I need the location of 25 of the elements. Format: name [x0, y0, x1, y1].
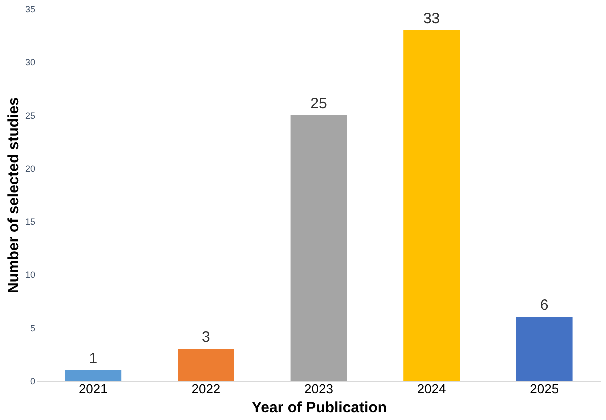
y-axis-title: Number of selected studies: [5, 98, 22, 294]
x-tick-label: 2022: [192, 382, 221, 396]
x-axis-title: Year of Publication: [252, 400, 388, 416]
data-label: 1: [89, 350, 98, 368]
data-label: 3: [202, 329, 210, 346]
y-tick-label: 0: [30, 376, 36, 386]
x-tick-label: 2024: [417, 382, 446, 396]
x-tick-label: 2023: [304, 382, 334, 396]
bar: [516, 317, 573, 381]
data-label: 6: [540, 297, 549, 314]
y-tick-label: 5: [30, 323, 36, 334]
bar: [65, 370, 122, 381]
y-tick-label: 15: [25, 217, 36, 228]
y-tick-label: 10: [25, 270, 36, 280]
y-tick-label: 35: [25, 4, 36, 14]
data-label: 25: [310, 95, 328, 112]
y-tick-label: 25: [25, 110, 36, 121]
bar: [404, 30, 460, 381]
data-label: 33: [423, 10, 440, 28]
x-tick-label: 2025: [530, 382, 560, 396]
bar: [290, 115, 348, 381]
x-tick-label: 2021: [78, 382, 108, 396]
bar: [178, 349, 234, 381]
y-tick-label: 30: [25, 58, 36, 68]
y-tick-label: 20: [25, 164, 36, 174]
